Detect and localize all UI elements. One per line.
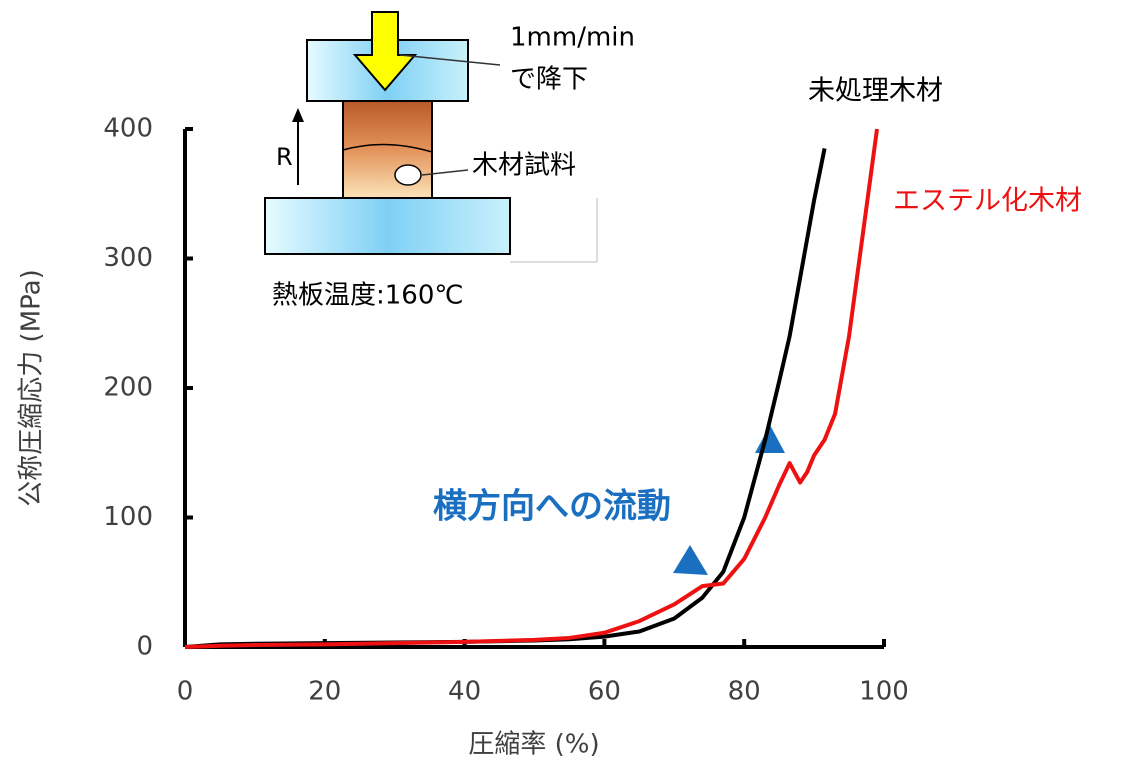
x-tick-label: 20 (308, 677, 341, 707)
inset-descend: で降下 (510, 65, 588, 95)
inset-rate: 1mm/min (510, 23, 635, 53)
series-label: エステル化木材 (893, 186, 1082, 217)
x-axis-label: 圧縮率 (%) (468, 730, 599, 760)
inset-diagram: 1mm/min で降下 R 木材試料 熱板温度:160℃ (265, 12, 635, 311)
annotation: 横方向への流動 (433, 487, 671, 527)
y-tick-label: 0 (136, 632, 153, 662)
annotation-arrow (755, 425, 785, 453)
series-label: 未処理木材 (808, 76, 943, 107)
x-tick-label: 80 (728, 677, 761, 707)
x-tick-label: 60 (588, 677, 621, 707)
y-tick-label: 300 (103, 243, 153, 273)
x-tick-label: 100 (859, 677, 909, 707)
y-tick-label: 100 (103, 502, 153, 532)
y-tick-label: 200 (103, 373, 153, 403)
inset-r: R (276, 143, 293, 171)
inset-temperature: 熱板温度:160℃ (272, 281, 464, 311)
y-tick-label: 400 (103, 114, 153, 144)
x-tick-label: 40 (448, 677, 481, 707)
chart: 1mm/min で降下 R 木材試料 熱板温度:160℃ 横方向への流動 圧縮率… (0, 0, 1142, 762)
x-tick-label: 0 (177, 677, 194, 707)
annotation-arrow (673, 545, 708, 575)
y-axis-label: 公称圧縮応力 (MPa) (17, 269, 47, 506)
inset-sample: 木材試料 (472, 151, 576, 181)
